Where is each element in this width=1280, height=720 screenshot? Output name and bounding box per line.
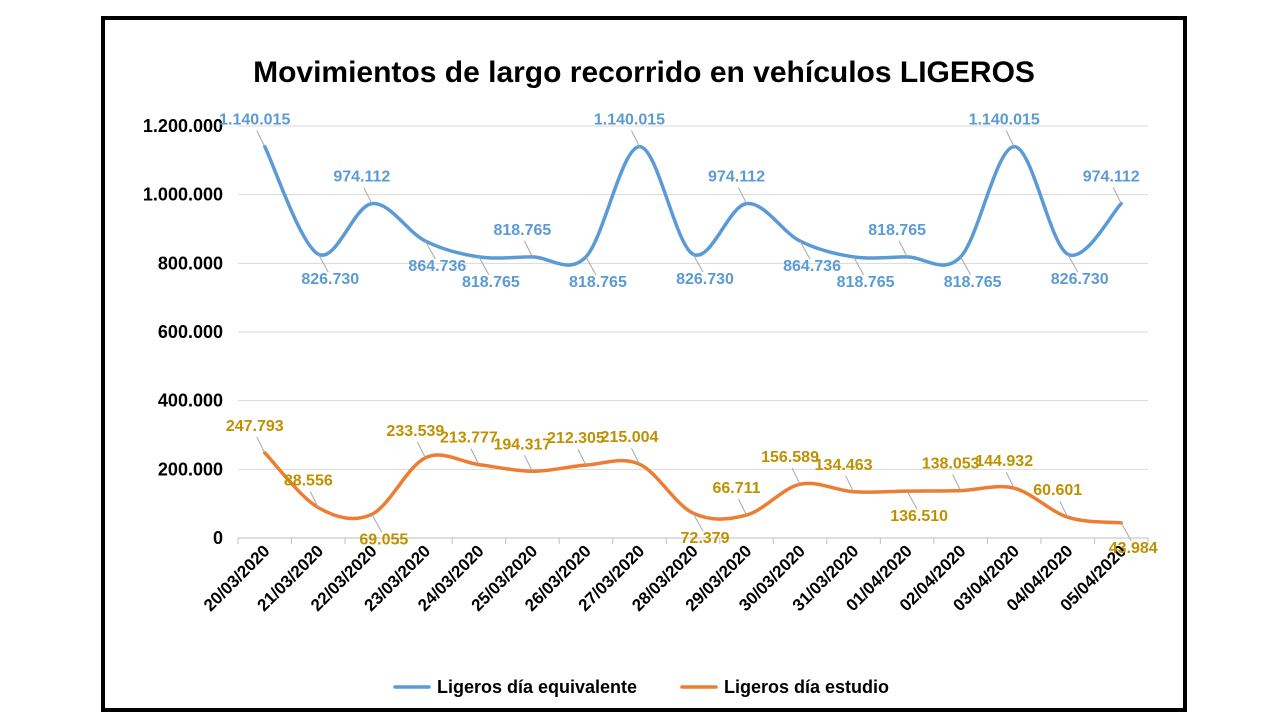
data-label: 136.510 [890,508,948,525]
data-label-leader [853,256,865,276]
x-axis: 20/03/202021/03/202022/03/202023/03/2020… [200,537,1149,615]
y-tick-label: 400.000 [158,391,223,411]
data-label: 818.765 [462,274,520,291]
data-label-leader [478,256,490,276]
data-label: 138.053 [922,456,980,473]
data-labels: 1.140.015826.730974.112864.736818.765818… [219,112,1158,557]
data-label-leader [1059,500,1069,518]
legend: Ligeros día equivalente Ligeros día estud… [393,677,889,697]
data-label: 818.765 [569,274,627,291]
data-label-leader [738,498,747,516]
data-label: 1.140.015 [594,112,665,129]
data-label-leader [799,240,811,260]
y-tick-label: 1.200.000 [143,116,223,136]
data-label-leader [317,253,329,273]
data-label-leader [523,240,533,258]
data-label: 156.589 [761,449,819,466]
data-label-leader [1005,472,1015,489]
data-label-leader [692,253,704,273]
data-label: 864.736 [408,258,466,275]
series-line-1 [263,451,1123,525]
line-chart: Movimientos de largo recorrido en vehícu… [143,56,1158,697]
data-label: 69.055 [359,531,408,548]
data-label: 1.140.015 [969,112,1040,129]
data-label: 72.379 [681,530,730,547]
data-label: 826.730 [1051,271,1109,288]
data-label: 43.984 [1109,540,1158,557]
chart-title: Movimientos de largo recorrido en vehícu… [253,56,1035,89]
data-label-leader [631,447,640,465]
data-label-leader [577,448,587,466]
data-label-leader [1112,187,1122,204]
data-label-leader [363,187,373,204]
data-label-leader [952,474,962,491]
data-label: 247.793 [226,418,284,435]
data-label: 215.004 [601,429,659,446]
data-label-leader [791,468,801,485]
data-label: 826.730 [676,271,734,288]
data-label-leader [371,514,383,533]
data-label: 144.932 [975,453,1033,470]
data-label-leader [631,130,640,147]
data-label: 1.140.015 [219,112,290,129]
series-line-0 [263,144,1123,267]
data-label-leader [692,512,704,532]
data-label-leader [470,448,480,465]
data-label-leader [1067,253,1079,273]
data-label-leader [309,491,319,508]
data-label-leader [523,455,533,472]
y-axis: 0 200.000 400.000 600.000 800.000 1.000.000 1.… [143,116,223,548]
data-label-leader [960,256,972,276]
data-label: 213.777 [440,430,498,447]
data-label: 864.736 [783,258,841,275]
data-label: 194.317 [493,436,551,453]
data-label: 88.556 [284,473,333,490]
y-tick-label: 200.000 [158,459,223,479]
data-label: 818.765 [944,274,1002,291]
data-label: 212.305 [547,430,605,447]
y-tick-label: 800.000 [158,253,223,273]
data-label-leader [256,130,266,147]
legend-label: Ligeros día estudio [724,677,889,697]
data-label: 134.463 [815,457,873,474]
data-label: 818.765 [493,222,551,239]
y-tick-label: 1.000.000 [143,185,223,205]
data-label: 974.112 [1083,169,1140,186]
data-label: 66.711 [712,480,760,497]
chart-frame: Movimientos de largo recorrido en vehícu… [101,16,1187,712]
y-tick-label: 600.000 [158,322,223,342]
data-label-leader [256,436,266,454]
data-label: 818.765 [868,222,926,239]
data-label: 233.539 [386,423,444,440]
data-label: 818.765 [837,274,895,291]
y-tick-label: 0 [213,528,223,548]
data-label-leader [898,240,908,258]
data-label-leader [1120,522,1132,542]
data-label-leader [1005,130,1015,147]
data-label-leader [585,256,597,276]
data-label-leader [738,187,747,204]
data-label-leader [906,490,918,510]
data-label: 974.112 [708,169,765,186]
gridlines [238,125,1148,470]
data-label-leader [424,240,436,260]
data-label: 826.730 [301,271,359,288]
data-label: 974.112 [333,169,390,186]
data-label: 60.601 [1033,482,1082,499]
data-label-leader [416,441,426,459]
legend-label: Ligeros día equivalente [437,677,637,697]
data-label-leader [845,475,855,493]
